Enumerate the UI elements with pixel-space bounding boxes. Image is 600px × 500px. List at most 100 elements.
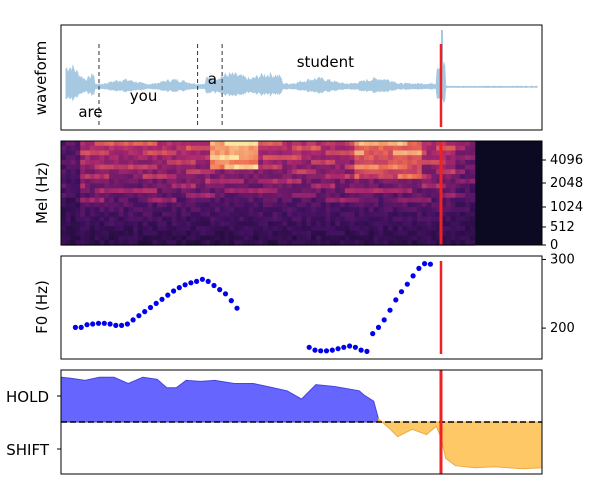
mel-cell xyxy=(335,197,341,204)
mel-cell xyxy=(296,240,303,246)
mel-cell xyxy=(61,211,67,218)
mel-cell xyxy=(61,169,67,175)
mel-cell xyxy=(349,216,356,222)
mel-cell xyxy=(157,174,163,180)
mel-cell xyxy=(137,221,144,227)
mel-cell xyxy=(210,150,216,156)
mel-cell xyxy=(171,164,178,170)
mel-cell xyxy=(277,197,283,204)
mel-cell xyxy=(440,178,447,185)
mel-cell xyxy=(142,164,149,170)
mel-cell xyxy=(465,216,471,222)
mel-cell xyxy=(465,188,471,194)
mel-cell xyxy=(465,197,471,204)
mel-cell xyxy=(378,164,384,170)
mel-cell xyxy=(364,221,370,227)
mel-cell xyxy=(214,235,221,241)
mel-cell xyxy=(109,197,115,204)
mel-cell xyxy=(436,240,442,246)
mel-cell xyxy=(364,159,370,166)
mel-cell xyxy=(142,155,149,161)
mel-cell xyxy=(469,230,476,237)
mel-cell xyxy=(368,193,375,199)
mel-cell xyxy=(128,155,134,161)
mel-cell xyxy=(133,211,139,218)
mel-cell xyxy=(224,240,230,246)
mel-cell xyxy=(306,174,312,180)
mel-cell xyxy=(407,169,413,175)
mel-cell xyxy=(460,183,466,189)
mel-cell xyxy=(210,216,216,222)
mel-cell xyxy=(311,235,317,241)
mel-cell xyxy=(431,211,437,218)
f0-point xyxy=(199,276,205,282)
mel-cell xyxy=(248,150,254,156)
mel-cell xyxy=(325,174,331,180)
mel-cell xyxy=(402,211,408,218)
mel-cell xyxy=(359,193,365,199)
mel-cell xyxy=(315,216,322,222)
mel-cell xyxy=(181,178,187,185)
mel-cell xyxy=(133,174,139,180)
mel-cell xyxy=(176,226,182,232)
mel-cell xyxy=(142,221,149,227)
mel-cell xyxy=(142,169,149,175)
mel-cell xyxy=(75,159,81,166)
mel-cell xyxy=(330,150,336,156)
mel-cell xyxy=(70,169,77,175)
mel-cell xyxy=(359,216,365,222)
shift-label: SHIFT xyxy=(6,441,50,459)
mel-cell xyxy=(109,188,115,194)
mel-cell xyxy=(330,240,336,246)
mel-cell xyxy=(219,197,226,204)
mel-cell xyxy=(128,211,134,218)
mel-cell xyxy=(94,178,101,185)
mel-cell xyxy=(296,150,303,156)
mel-cell xyxy=(181,159,187,166)
mel-cell xyxy=(412,240,418,246)
mel-cell xyxy=(200,226,206,232)
mel-cell xyxy=(335,207,341,213)
mel-cell xyxy=(272,230,279,237)
f0-tick-label-300: 300 xyxy=(550,252,575,267)
word-label-student: student xyxy=(297,53,354,71)
mel-cell xyxy=(152,174,158,180)
mel-cell xyxy=(238,183,245,189)
mel-cell xyxy=(287,169,293,175)
mel-cell xyxy=(287,193,293,199)
mel-cell xyxy=(176,155,182,161)
mel-cell xyxy=(335,193,341,199)
mel-cell xyxy=(320,183,327,189)
mel-cell xyxy=(65,235,72,241)
mel-cell xyxy=(186,221,192,227)
mel-cell xyxy=(181,141,187,147)
mel-cell xyxy=(85,235,91,241)
mel-cell xyxy=(330,207,336,213)
mel-cell xyxy=(171,240,178,246)
mel-cell xyxy=(315,150,322,156)
mel-cell xyxy=(287,164,293,170)
f0-ylabel: F0 (Hz) xyxy=(33,280,51,334)
mel-cell xyxy=(142,178,149,185)
mel-cell xyxy=(253,202,259,208)
mel-cell xyxy=(388,155,394,161)
mel-cell xyxy=(85,216,91,222)
mel-cell xyxy=(65,240,72,246)
mel-cell xyxy=(61,155,67,161)
mel-cell xyxy=(258,193,264,199)
vad-panel: HOLD SHIFT xyxy=(6,369,543,475)
mel-cell xyxy=(325,202,331,208)
mel-cell xyxy=(80,207,86,213)
mel-cell xyxy=(325,145,331,152)
mel-cell xyxy=(123,193,129,199)
mel-cell xyxy=(190,169,197,175)
mel-cell xyxy=(282,193,288,199)
mel-cell xyxy=(80,197,86,204)
mel-cell xyxy=(133,202,139,208)
mel-cell xyxy=(306,197,312,204)
mel-cell xyxy=(186,188,192,194)
mel-cell xyxy=(166,145,173,152)
mel-cell xyxy=(176,178,182,185)
mel-cell xyxy=(392,193,399,199)
mel-cell xyxy=(287,226,293,232)
